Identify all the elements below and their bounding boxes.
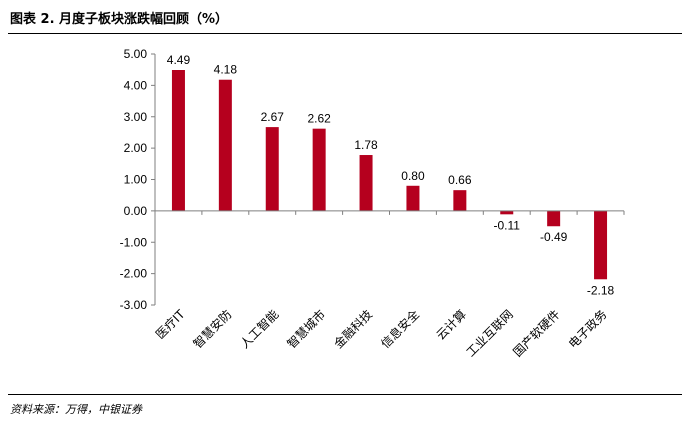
bar-value-label: 2.67 (261, 110, 285, 124)
category-label: 信息安全 (378, 307, 423, 352)
y-tick-label: 0.00 (124, 204, 148, 218)
y-tick-label: 5.00 (124, 47, 148, 61)
top-rule (8, 33, 682, 34)
y-tick-label: 2.00 (124, 141, 148, 155)
bar (359, 155, 373, 211)
x-axis (154, 210, 625, 215)
figure-title: 图表 2. 月度子板块涨跌幅回顾（%） (10, 12, 229, 27)
bar (406, 185, 420, 211)
bar-value-label: 0.80 (401, 169, 425, 183)
value-labels: 4.49 4.18 2.67 2.62 1.78 0.80 0.66 -0.11 -0.49 -2… (167, 53, 615, 297)
bar (265, 127, 279, 211)
bar (312, 128, 326, 211)
bar-value-label: 4.18 (214, 63, 238, 77)
bar (218, 79, 232, 211)
bar-value-label: -2.18 (587, 283, 615, 297)
bar (547, 210, 561, 227)
bar-value-label: 1.78 (354, 138, 378, 152)
y-tick-label: 1.00 (124, 173, 148, 187)
bar-value-label: -0.11 (494, 218, 521, 232)
category-label: 国产软硬件 (510, 307, 562, 359)
category-label: 人工智能 (237, 307, 282, 352)
y-tick-label: 4.00 (124, 78, 148, 92)
bar-value-label: 2.62 (307, 112, 331, 126)
bar (171, 70, 185, 211)
bottom-rule (8, 394, 682, 395)
y-axis: 5.00 4.00 3.00 2.00 1.00 0.00 -1.00 -2.00 -3.00 (120, 47, 156, 312)
y-tick-label: -1.00 (120, 235, 148, 249)
bar (594, 210, 608, 280)
y-tick-label: 3.00 (124, 110, 148, 124)
bar-value-label: -0.49 (540, 230, 568, 244)
source-note: 资料来源：万得，中银证券 (10, 403, 142, 416)
y-tick-label: -3.00 (120, 298, 148, 312)
y-tick-label: -2.00 (120, 267, 148, 281)
bar-value-label: 0.66 (448, 173, 472, 187)
category-label: 金融科技 (331, 307, 376, 352)
category-label: 智慧城市 (284, 307, 329, 352)
bars (171, 70, 608, 280)
category-label: 云计算 (433, 307, 469, 343)
category-label: 电子政务 (565, 307, 610, 352)
category-label: 工业互联网 (464, 307, 516, 359)
category-label: 智慧安防 (190, 307, 235, 352)
bar (500, 210, 514, 215)
bar-value-label: 4.49 (167, 53, 191, 67)
category-label: 医疗IT (153, 307, 188, 342)
bar (453, 190, 467, 211)
